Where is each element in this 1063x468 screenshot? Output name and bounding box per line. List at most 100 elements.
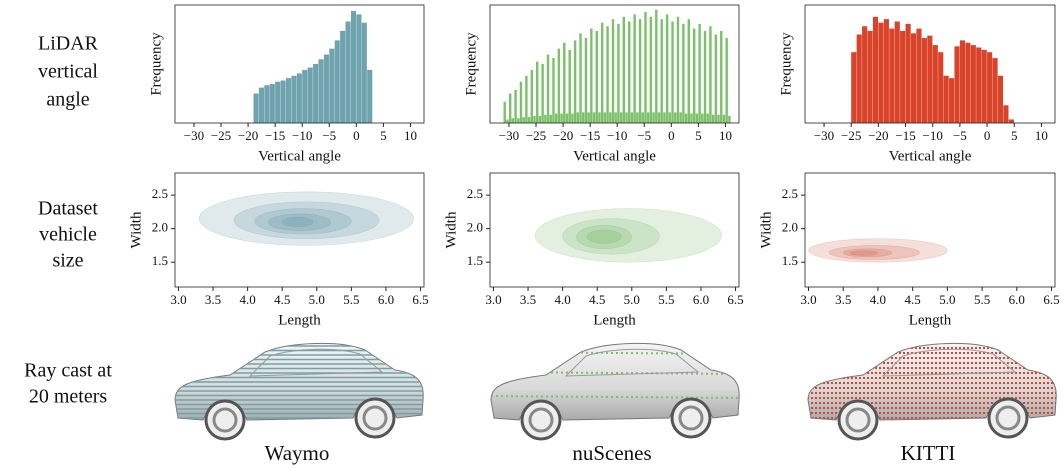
density-contour [808, 238, 948, 263]
x-tick-label: 5.0 [939, 292, 955, 307]
x-axis-label: Vertical angle [889, 148, 972, 164]
x-tick-label: 6.5 [1043, 292, 1059, 307]
bar [598, 112, 601, 123]
x-tick-label: 3.0 [485, 292, 501, 307]
plot-area [253, 10, 373, 123]
bar [514, 89, 517, 123]
bar [720, 30, 723, 123]
x-tick-label: 0 [353, 128, 360, 143]
axes-frame [489, 4, 740, 124]
bar [671, 21, 674, 123]
bar [997, 75, 1004, 123]
x-tick-label: 3.0 [800, 292, 816, 307]
x-tick-label: −5 [322, 128, 336, 143]
bar [552, 58, 555, 123]
plot-area [851, 16, 1014, 123]
density-contour [233, 201, 380, 240]
bar [676, 16, 680, 123]
bar [954, 46, 960, 123]
bar [590, 28, 593, 123]
row-label: size [52, 250, 83, 272]
wheel [520, 399, 562, 441]
bar [682, 23, 685, 123]
bar [541, 64, 544, 123]
bar [296, 73, 302, 123]
row-label: LiDAR [38, 33, 99, 55]
bar [959, 40, 966, 123]
row-label: angle [46, 89, 89, 111]
bar [579, 33, 582, 123]
x-tick-label: 3.5 [835, 292, 851, 307]
x-axis-label: Vertical angle [258, 148, 341, 164]
plot-area [808, 238, 948, 263]
bar [522, 117, 525, 123]
bar [318, 59, 324, 123]
bar [916, 28, 922, 123]
x-tick-label: 5.5 [658, 292, 674, 307]
bar [976, 47, 982, 123]
bar [932, 45, 938, 123]
column-label: Waymo [265, 441, 330, 465]
y-tick-label: 1.5 [467, 253, 483, 268]
bar [717, 114, 720, 123]
x-tick-label: 0 [668, 128, 675, 143]
plot-area [503, 9, 731, 123]
bar [533, 115, 536, 123]
bar [506, 119, 509, 123]
bar [894, 21, 900, 123]
bar [646, 112, 650, 123]
x-tick-label: 3.5 [205, 292, 221, 307]
density-contour [842, 248, 893, 258]
car-renders [174, 342, 1057, 441]
x-tick-label: −25 [526, 128, 546, 143]
bar [291, 75, 297, 123]
bar [525, 75, 528, 123]
axes-frame [804, 4, 1056, 124]
x-axis-label: Vertical angle [573, 148, 656, 164]
density-contour [849, 250, 879, 256]
x-tick-label: −25 [841, 128, 861, 143]
bar [949, 78, 955, 123]
x-tick-label: −30 [814, 128, 834, 143]
axes-frame [489, 172, 740, 288]
window [881, 348, 1017, 377]
x-tick-label: 6.5 [727, 292, 743, 307]
row-label: Ray cast at [24, 360, 112, 382]
x-tick-label: −30 [184, 128, 204, 143]
y-axis-label: Frequency [148, 32, 164, 96]
x-tick-label: 6.0 [1009, 292, 1025, 307]
plot-area [534, 208, 723, 263]
row-label: vehicle [39, 224, 97, 246]
car [490, 342, 740, 441]
density-contour [268, 213, 331, 231]
bar [340, 30, 346, 123]
x-tick-label: −10 [292, 128, 312, 143]
bar [921, 38, 927, 123]
bar [992, 58, 998, 123]
bar [628, 21, 631, 123]
x-tick-label: 4.5 [905, 292, 921, 307]
bar [856, 34, 862, 123]
x-tick-label: −30 [499, 128, 519, 143]
wheel-rim [995, 405, 1021, 431]
bar [280, 80, 286, 123]
axes-frame [804, 172, 1056, 288]
bar [722, 114, 726, 123]
bar [641, 112, 644, 123]
scan-line [491, 395, 740, 399]
y-tick-label: 2.5 [152, 186, 168, 201]
bar [307, 67, 313, 123]
x-tick-label: −5 [637, 128, 651, 143]
bar [684, 113, 688, 123]
bar [323, 54, 329, 123]
bar [329, 48, 335, 123]
density-contour [576, 225, 633, 250]
plot-area [198, 191, 414, 246]
x-tick-label: 6.0 [693, 292, 709, 307]
x-axis-label: Length [909, 312, 952, 328]
bar [698, 23, 701, 123]
scan-line [491, 371, 740, 375]
bar [867, 30, 873, 123]
bar [313, 64, 319, 123]
